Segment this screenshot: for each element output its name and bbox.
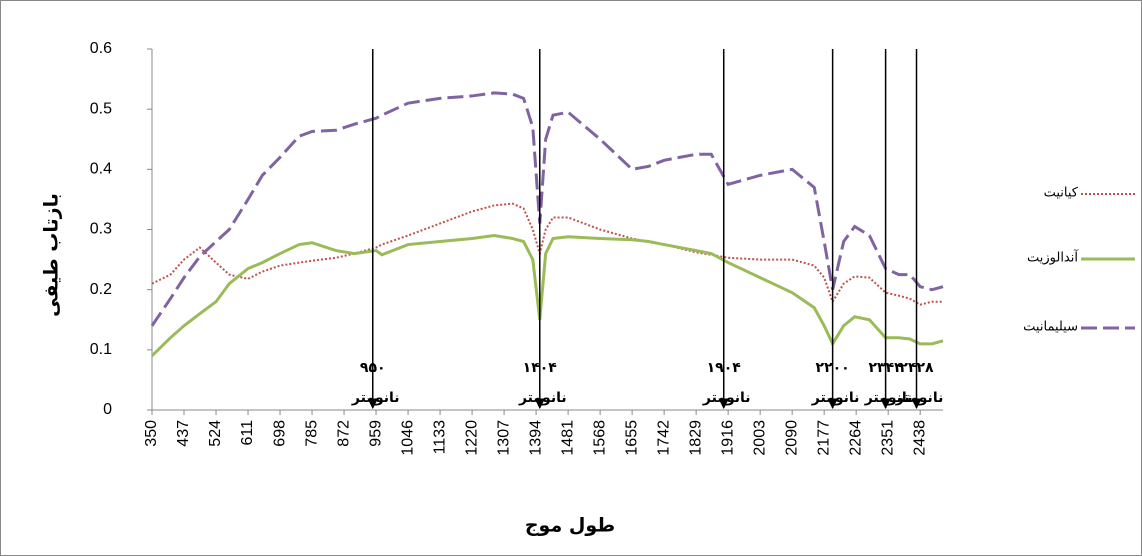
series-line — [151, 202, 943, 306]
y-tick-label: 0.4 — [90, 161, 112, 178]
y-tick-label: 0.6 — [90, 40, 112, 57]
x-tick-label: 1046 — [399, 420, 416, 456]
x-tick-label: 959 — [367, 420, 384, 447]
annotation-unit: نانومتر — [864, 390, 913, 406]
annotation-label: ۲۴۲۸ — [899, 360, 934, 376]
legend-label: سیلیمانیت — [1023, 320, 1078, 335]
x-tick-label: 698 — [271, 420, 288, 447]
x-tick-label: 1742 — [655, 420, 672, 456]
annotation-label: ۱۹۰۴ — [707, 360, 742, 376]
x-tick-label: 437 — [175, 420, 192, 447]
annotation-label: ۲۲۰۰ — [816, 360, 850, 376]
x-tick-label: 350 — [143, 420, 160, 447]
legend-label: آندالوزیت — [1027, 249, 1079, 266]
x-axis-label: طول موج — [525, 515, 615, 537]
annotation-label: ۱۴۰۴ — [523, 360, 558, 376]
x-tick-label: 2264 — [847, 420, 864, 456]
annotation-unit: نانومتر — [811, 390, 860, 406]
annotation-label: ۹۵۰ — [360, 360, 386, 376]
x-tick-label: 1481 — [559, 420, 576, 456]
x-tick-label: 1220 — [463, 420, 480, 456]
legend-label: کیانیت — [1044, 186, 1079, 201]
x-tick-label: 1394 — [527, 420, 544, 456]
annotation-unit: نانومتر — [351, 390, 400, 406]
x-tick-label: 1916 — [719, 420, 736, 456]
x-tick-label: 2090 — [783, 420, 800, 456]
x-tick-label: 2351 — [879, 420, 896, 456]
annotation-label: ۲۳۴۴ — [869, 360, 904, 376]
x-tick-label: 872 — [335, 420, 352, 447]
y-tick-label: 0.5 — [90, 100, 112, 117]
x-tick-label: 2177 — [815, 420, 832, 456]
x-tick-label: 1133 — [431, 420, 448, 455]
x-tick-label: 785 — [303, 420, 320, 447]
y-tick-label: 0 — [103, 401, 112, 418]
x-tick-label: 611 — [239, 420, 256, 446]
y-tick-label: 0.3 — [90, 221, 112, 238]
annotation-unit: نانومتر — [702, 390, 751, 406]
y-tick-label: 0.2 — [90, 281, 112, 298]
x-tick-label: 524 — [207, 420, 224, 447]
annotation-unit: نانومتر — [895, 390, 944, 406]
x-tick-label: 2438 — [911, 420, 928, 456]
series-line — [150, 91, 944, 327]
annotation-unit: نانومتر — [518, 390, 567, 406]
x-tick-label: 1568 — [591, 420, 608, 456]
y-tick-label: 0.1 — [90, 341, 112, 358]
x-tick-label: 1829 — [687, 420, 704, 456]
x-tick-label: 1655 — [623, 420, 640, 456]
x-tick-label: 2003 — [751, 420, 768, 456]
series-line — [150, 234, 944, 357]
y-axis-label: بازتاب طیفی — [41, 193, 63, 317]
x-tick-label: 1307 — [495, 420, 512, 456]
